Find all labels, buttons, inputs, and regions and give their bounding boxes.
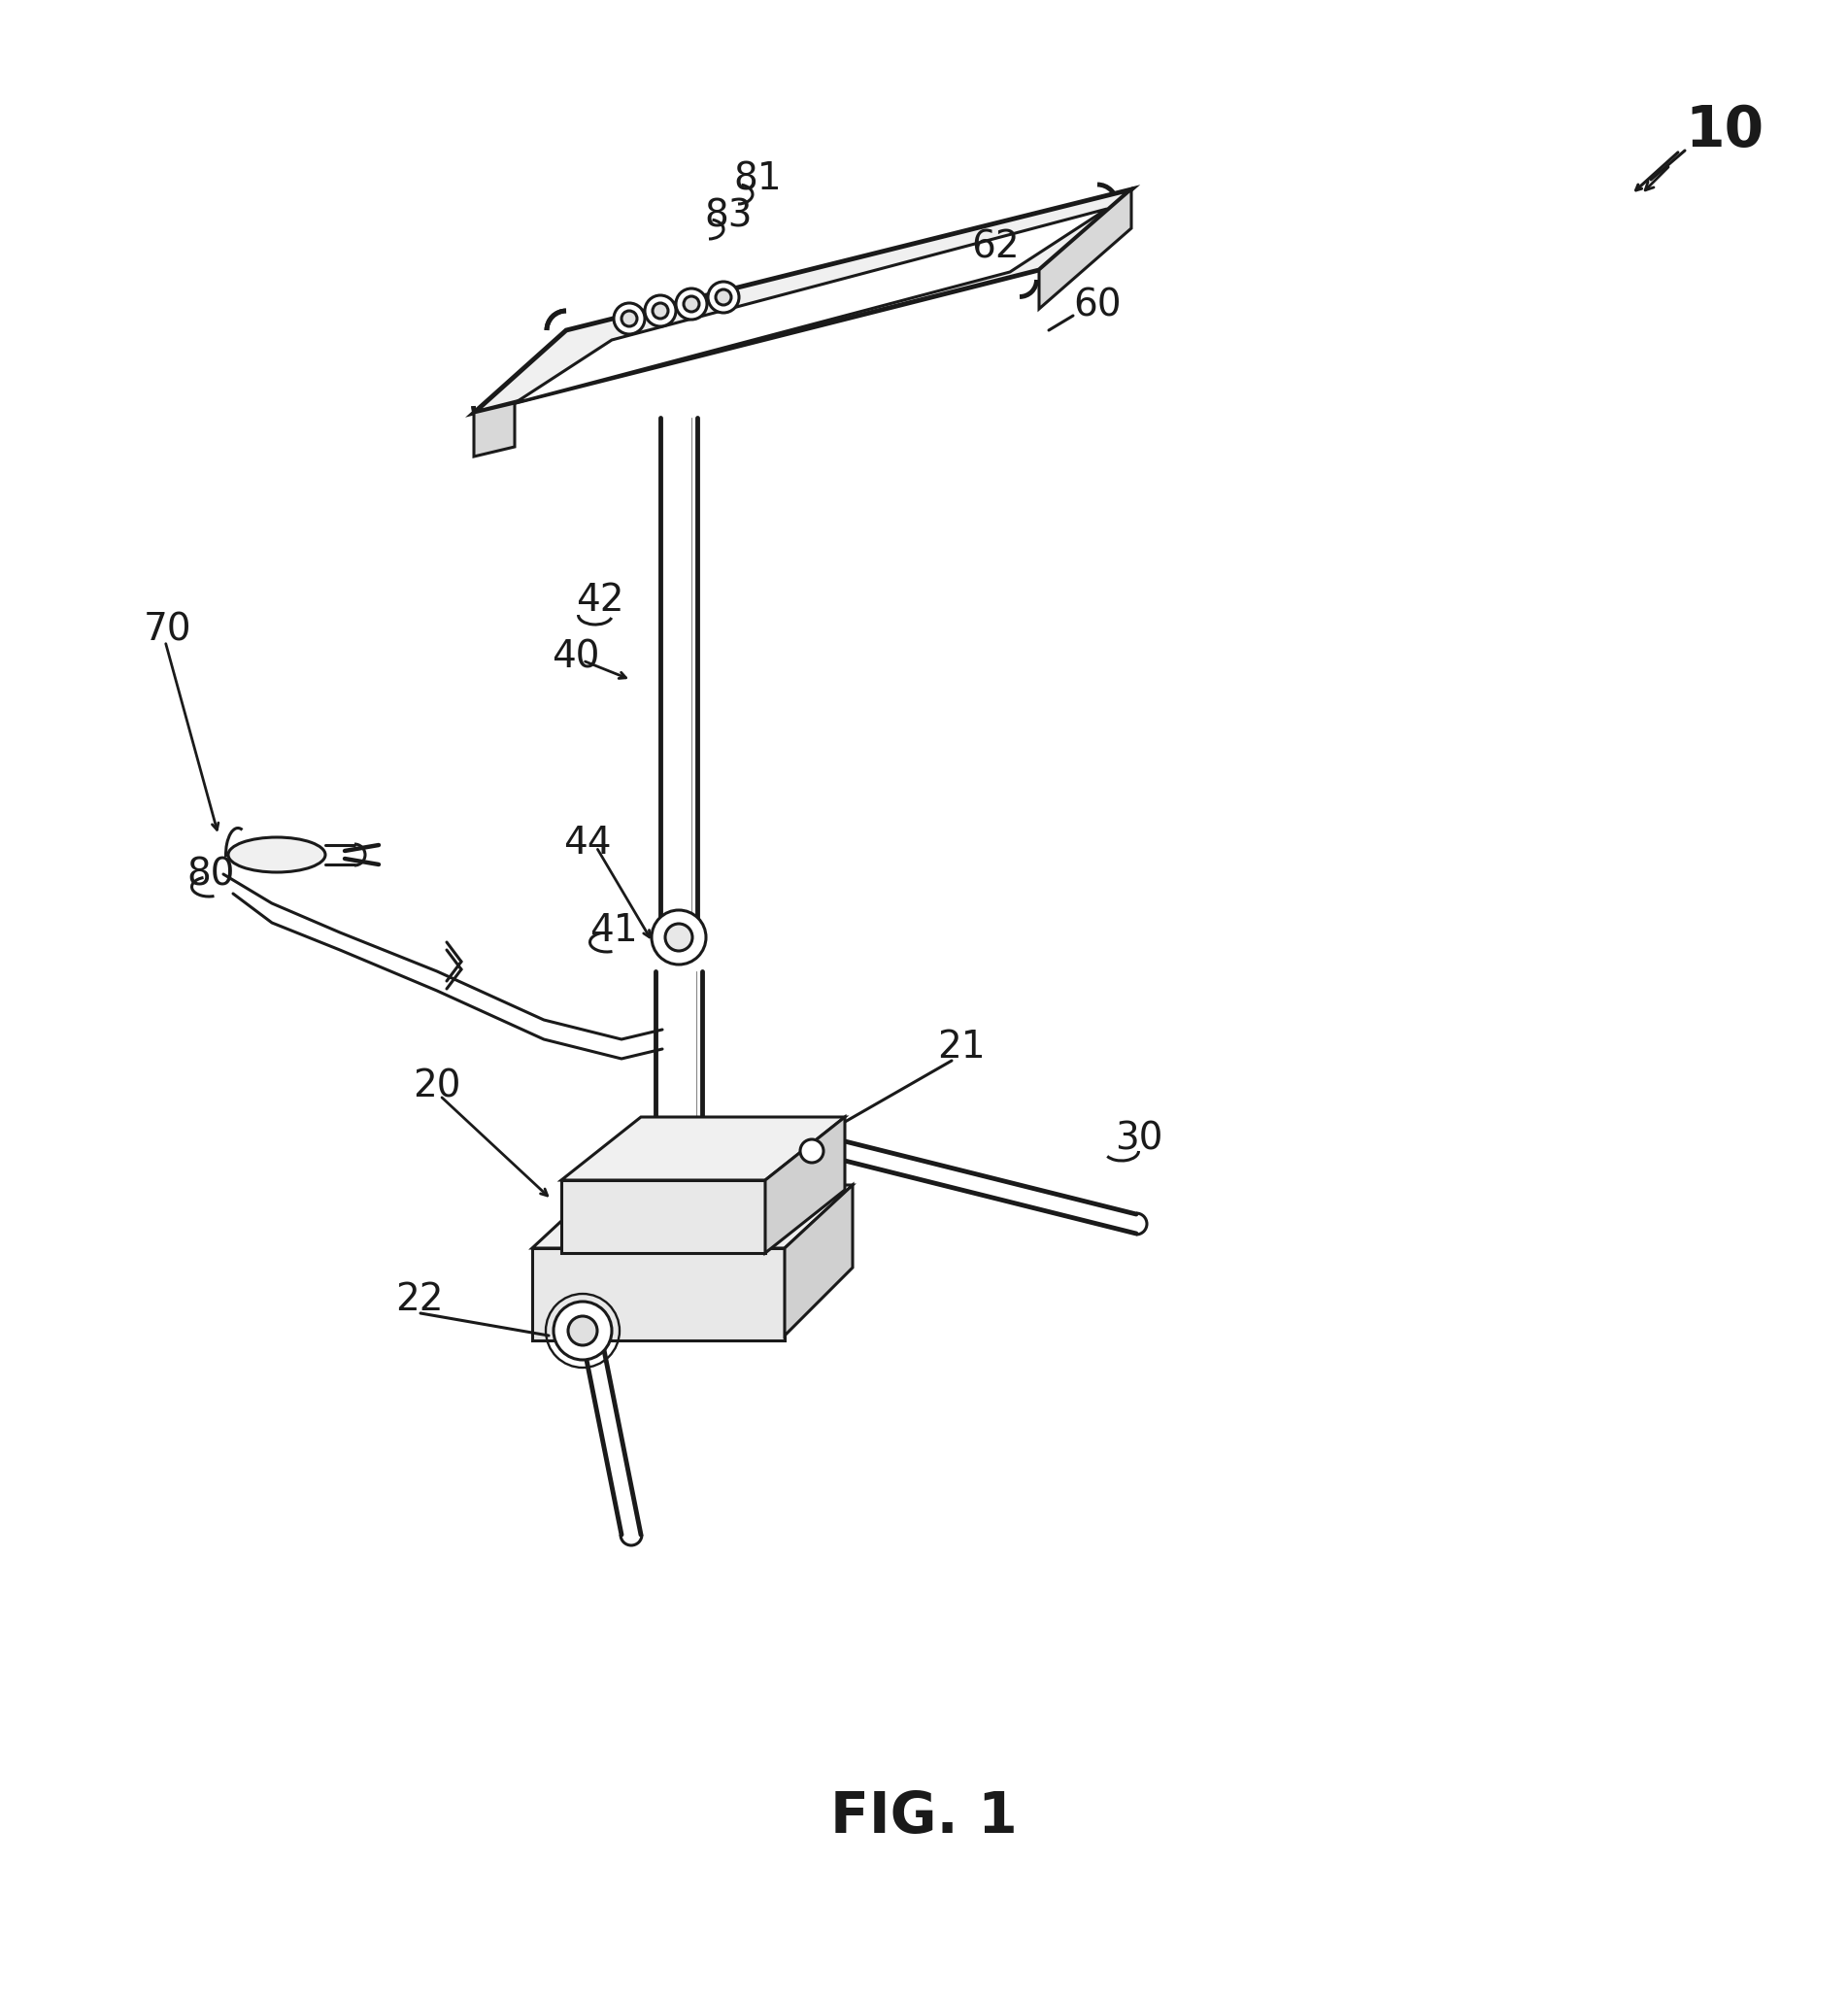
Circle shape <box>614 304 645 334</box>
Circle shape <box>645 296 676 326</box>
Text: 30: 30 <box>1114 1121 1162 1157</box>
Text: 70: 70 <box>144 611 192 647</box>
Text: 20: 20 <box>412 1067 460 1105</box>
Circle shape <box>676 288 708 320</box>
Text: 22: 22 <box>395 1281 444 1319</box>
Polygon shape <box>765 1117 845 1253</box>
Text: 41: 41 <box>590 911 638 949</box>
Polygon shape <box>562 1117 845 1181</box>
Circle shape <box>567 1317 597 1345</box>
Text: 10: 10 <box>1685 104 1763 158</box>
Circle shape <box>708 282 739 314</box>
Text: 21: 21 <box>937 1029 985 1065</box>
Text: 83: 83 <box>704 198 752 234</box>
Polygon shape <box>532 1249 785 1341</box>
Text: FIG. 1: FIG. 1 <box>830 1788 1016 1844</box>
Polygon shape <box>532 1185 852 1249</box>
Text: 62: 62 <box>970 230 1020 266</box>
Polygon shape <box>516 210 1107 404</box>
Text: 81: 81 <box>734 162 782 198</box>
Circle shape <box>800 1139 824 1163</box>
Text: 80: 80 <box>187 855 235 893</box>
Polygon shape <box>785 1185 852 1335</box>
Circle shape <box>684 296 699 312</box>
Circle shape <box>554 1301 612 1361</box>
Text: 40: 40 <box>551 639 599 675</box>
Circle shape <box>715 290 732 306</box>
Circle shape <box>621 312 638 326</box>
Circle shape <box>652 304 669 318</box>
Polygon shape <box>1039 190 1131 310</box>
Polygon shape <box>473 404 516 456</box>
Polygon shape <box>562 1181 765 1253</box>
Polygon shape <box>473 190 1131 414</box>
Text: 42: 42 <box>577 581 625 619</box>
Circle shape <box>652 911 706 965</box>
Circle shape <box>665 923 693 951</box>
Ellipse shape <box>227 837 325 873</box>
Text: 60: 60 <box>1074 288 1122 324</box>
Text: 44: 44 <box>564 825 612 861</box>
